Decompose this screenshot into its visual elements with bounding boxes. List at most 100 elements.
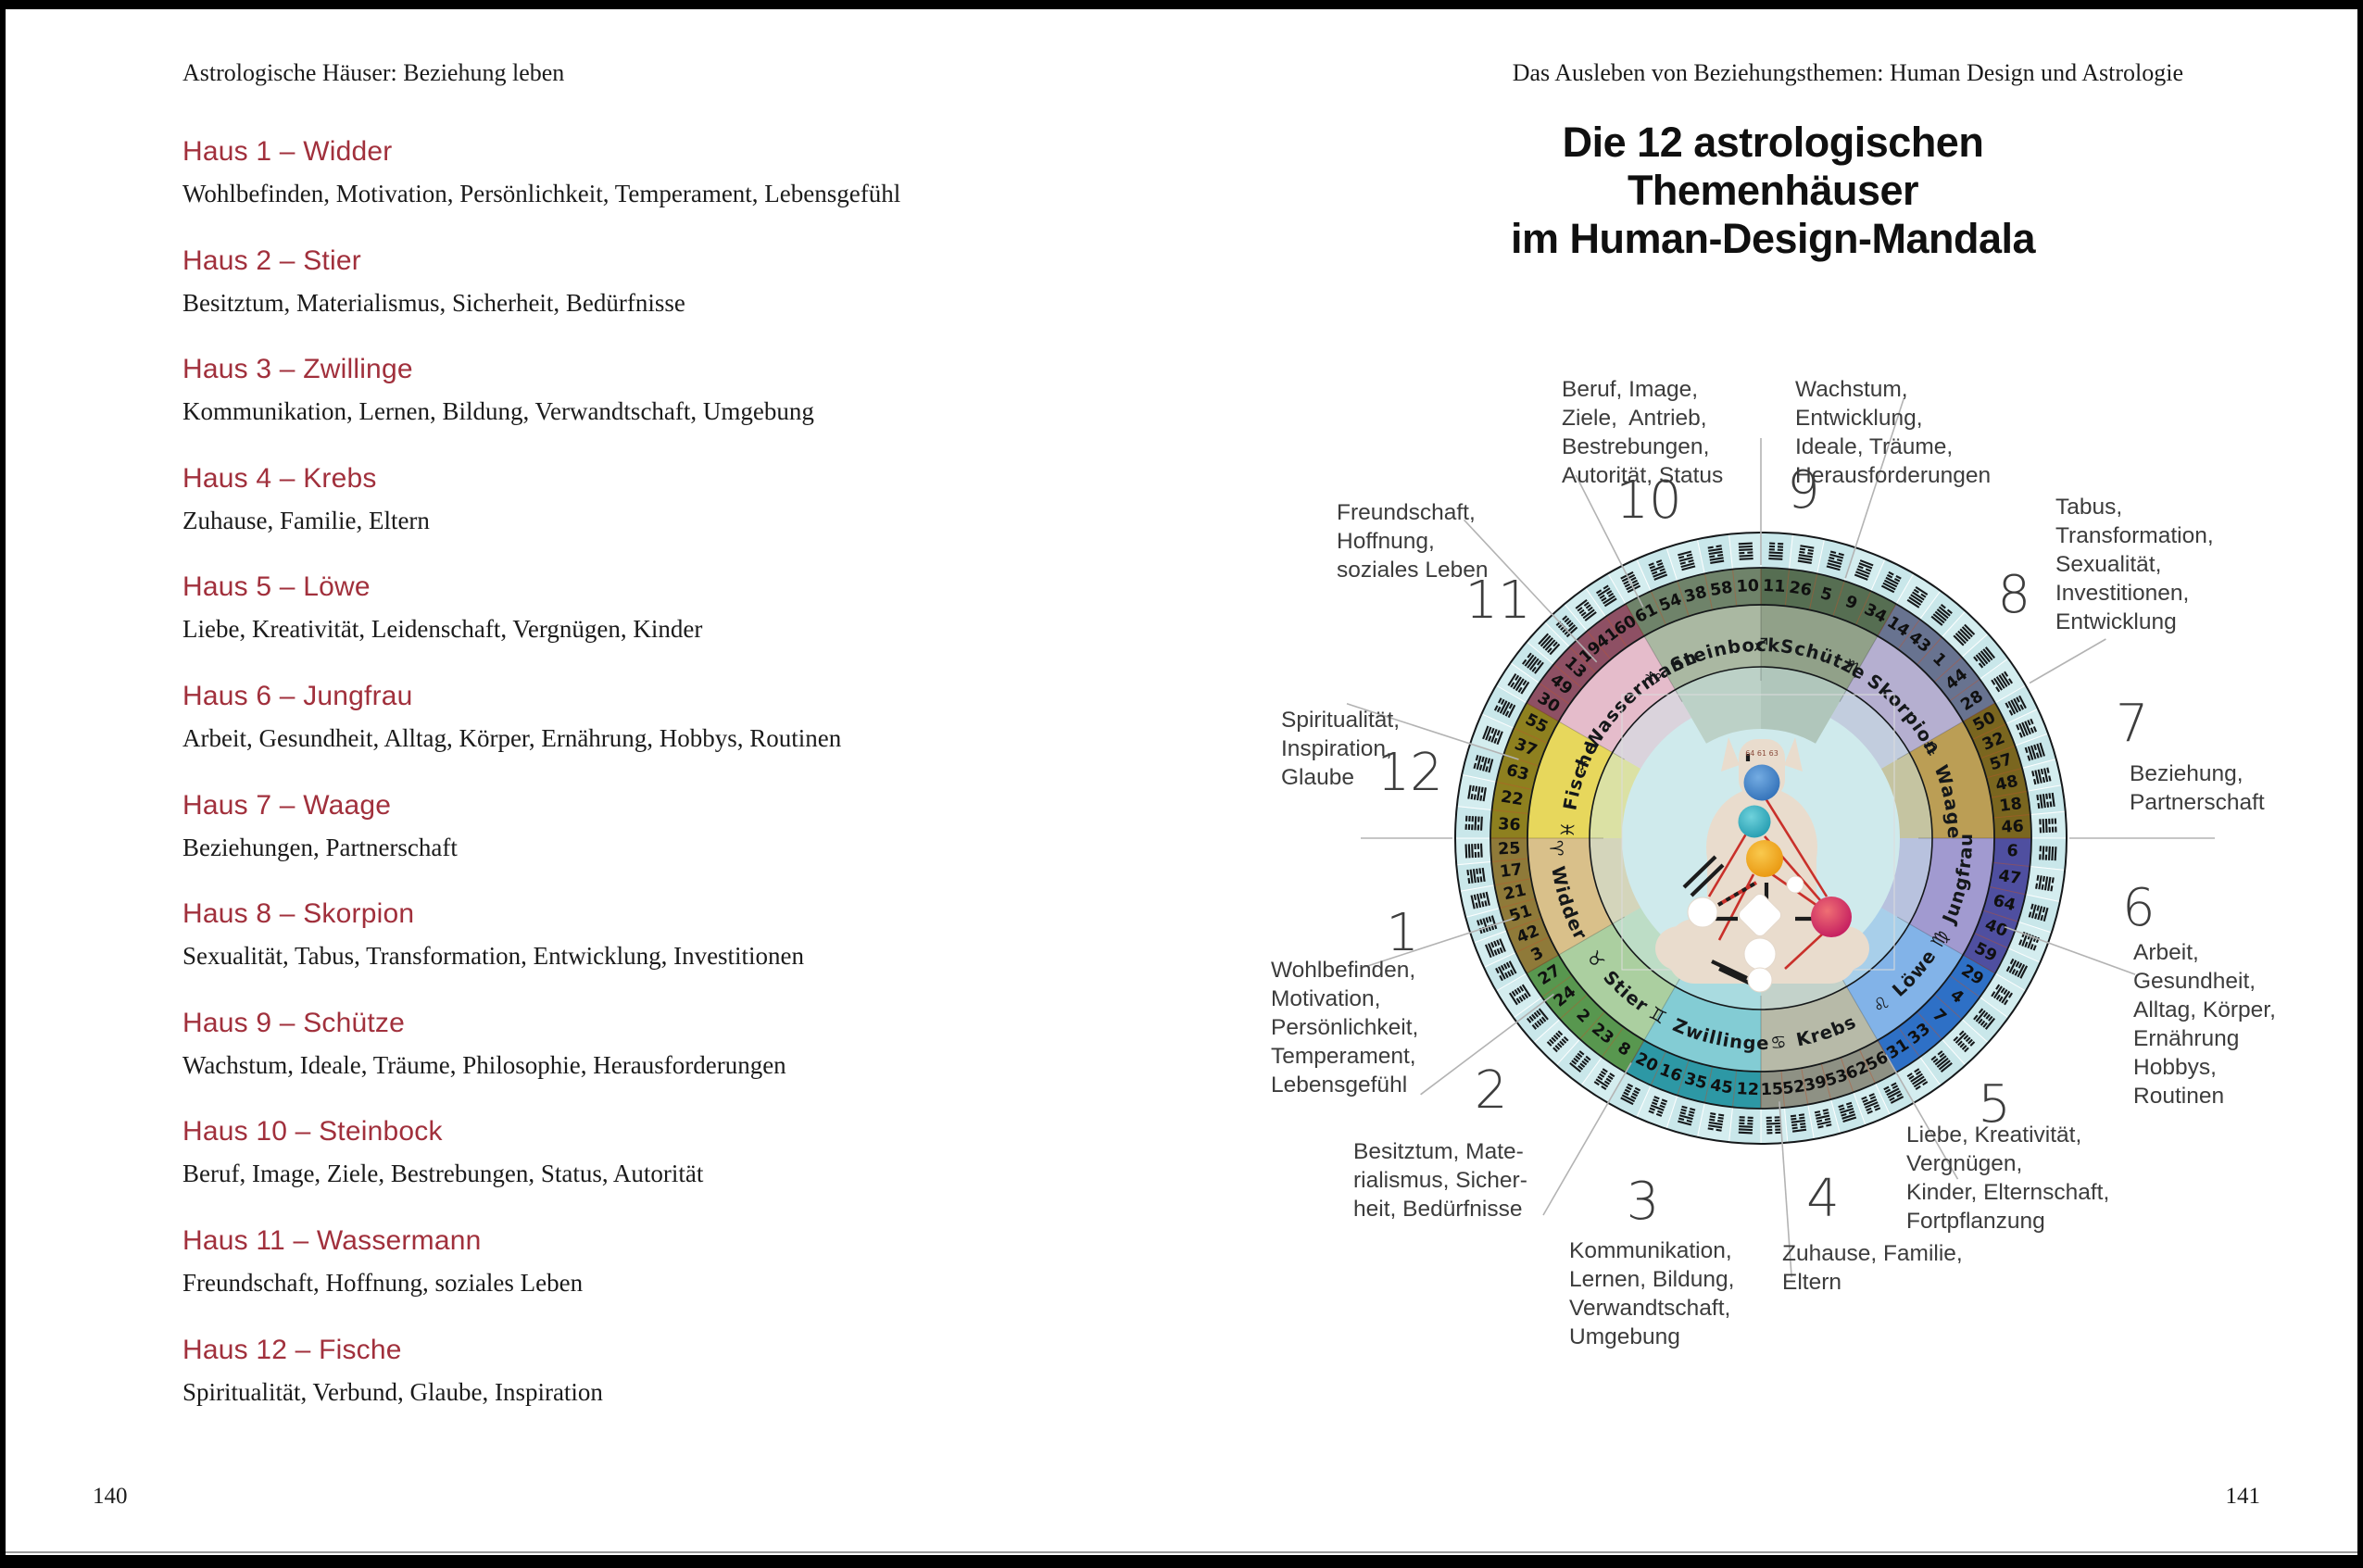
hexagram-icon: [1569, 1050, 1591, 1073]
house-entry: Haus 3 – Zwillinge Kommunikation, Lernen,…: [182, 354, 814, 426]
hexagram-icon: [2005, 695, 2027, 716]
page-number-right: 141: [2225, 1484, 2261, 1509]
title-line-2: im Human-Design-Mandala: [1510, 215, 2036, 262]
hexagram-icon: [1826, 550, 1844, 571]
hexagram-icon: [1678, 1105, 1696, 1126]
hexagram-icon: [1880, 571, 1902, 594]
hexagram-icon: [2016, 718, 2038, 738]
leader-line: [1542, 1062, 1632, 1216]
hexagram-icon: [1648, 559, 1668, 581]
house-label-4: Zuhause, Familie, Eltern: [1782, 1241, 1963, 1295]
bodygraph: 64 61 63: [1621, 694, 1895, 993]
hexagram-icon: [1473, 755, 1494, 773]
house-number-2: 2: [1474, 1060, 1508, 1121]
hexagram-icon: [1707, 545, 1725, 564]
hexagram-icon: [1495, 960, 1517, 982]
house-entry-title: Haus 10 – Steinbock: [182, 1116, 443, 1148]
zodiac-band-Steinbock: [1644, 605, 1761, 690]
house-entry-description: Besitztum, Materialismus, Sicherheit, Be…: [182, 288, 685, 317]
zodiac-band-Stier: [1558, 923, 1676, 1041]
bottom-rule: [6, 1551, 2357, 1553]
hexagram-icon: [1521, 652, 1544, 674]
hexagram-icon: [2028, 903, 2049, 922]
hexagram-icon: [1546, 1030, 1569, 1053]
house-entry-title: Haus 5 – Löwe: [182, 571, 371, 603]
house-label-10: Beruf, Image, Ziele, Antrieb, Bestrebung…: [1562, 377, 1724, 488]
house-number-11: 11: [1464, 571, 1531, 632]
house-number-8: 8: [1997, 564, 2031, 625]
hexagram-icon: [2031, 767, 2052, 785]
hexagram-icon: [1930, 1050, 1953, 1073]
zodiac-band-Zwillinge: [1644, 986, 1761, 1072]
house-entry-title: Haus 4 – Krebs: [182, 462, 377, 494]
house-number-6: 6: [2121, 877, 2156, 938]
leader-line: [1575, 474, 1644, 608]
leader-line: [1360, 917, 1515, 970]
gate-number: 22: [1500, 788, 1525, 810]
mandala-page-title: Die 12 astrologischen Themenhäuser im Hu…: [1449, 119, 2097, 263]
hexagram-icon: [1648, 1096, 1668, 1117]
gate-band-Wassermann: [1527, 604, 1644, 721]
house-entry-title: Haus 9 – Schütze: [182, 1007, 406, 1038]
hexagram-icon: [2039, 846, 2057, 861]
leader-line: [1844, 397, 1905, 579]
hexagram-icon: [1678, 550, 1696, 571]
house-entry-title: Haus 3 – Zwillinge: [182, 354, 413, 385]
house-entry: Haus 4 – Krebs Zuhause, Familie, Eltern: [182, 463, 430, 535]
hexagram-icon: [1484, 938, 1506, 959]
solar-plexus-center: [1811, 897, 1852, 937]
hexagram-icon: [1906, 585, 1929, 608]
hexagram-icon: [1508, 984, 1531, 1006]
house-entry-description: Arbeit, Gesundheit, Alltag, Körper, Ernä…: [182, 724, 842, 752]
hexagram-icon: [1973, 646, 1996, 669]
gate-band-Krebs: [1761, 1040, 1896, 1109]
house-entry-title: Haus 8 – Skorpion: [182, 898, 415, 930]
gate-band-Stier: [1527, 955, 1644, 1073]
gate-number: 36: [1498, 815, 1521, 834]
gate-number: 12: [1736, 1080, 1759, 1099]
hexagram-icon: [1507, 673, 1530, 695]
gate-band-Steinbock: [1626, 568, 1761, 636]
gate-number: 47: [1997, 867, 2022, 889]
house-entry: Haus 7 – Waage Beziehungen, Partnerschaft: [182, 790, 458, 862]
hexagram-icon: [1738, 1116, 1753, 1135]
page-sheet: Astrologische Häuser: Beziehung leben Da…: [6, 9, 2357, 1555]
gate-band-Skorpion: [1878, 604, 1995, 721]
house-entry-description: Liebe, Kreativität, Leidenschaft, Vergnü…: [182, 615, 703, 644]
hexagram-icon: [1838, 1101, 1857, 1123]
gate-number: 5: [1818, 584, 1834, 605]
left-page-header: Astrologische Häuser: Beziehung leben: [182, 59, 565, 86]
zodiac-band-Fische: [1527, 721, 1613, 838]
mandala-diagram: 11 26 5 9 3414431442850325748184664764405929…: [1346, 397, 2215, 1277]
house-entry: Haus 12 – Fische Spiritualität, Verbund, …: [182, 1335, 603, 1407]
hexagram-icon: [1526, 1008, 1549, 1030]
gate-band-Fische: [1490, 703, 1559, 838]
house-entry: Haus 6 – Jungfrau Arbeit, Gesundheit, All…: [182, 681, 841, 753]
zodiac-band-Löwe: [1846, 923, 1964, 1041]
ajna-center: [1738, 805, 1771, 838]
gate-band-Zwillinge: [1626, 1040, 1761, 1109]
house-entry: Haus 9 – Schütze Wachstum, Ideale, Träume…: [182, 1008, 786, 1080]
house-entry-description: Sexualität, Tabus, Transformation, Entwi…: [182, 942, 805, 971]
hexagram-icon: [1953, 623, 1976, 646]
leader-line: [2004, 926, 2136, 975]
house-number-9: 9: [1787, 460, 1820, 521]
hexagram-icon: [1555, 615, 1578, 638]
hexagram-icon: [1575, 598, 1597, 621]
house-number-3: 3: [1626, 1171, 1660, 1232]
house-entry-description: Beruf, Image, Ziele, Bestrebungen, Statu…: [182, 1160, 704, 1188]
house-number-10: 10: [1615, 470, 1682, 532]
house-entry-description: Kommunikation, Lernen, Bildung, Verwandt…: [182, 397, 814, 426]
zodiac-band-Skorpion: [1846, 635, 1964, 753]
leader-line: [1463, 519, 1598, 663]
house-number-5: 5: [1978, 1074, 2011, 1135]
hexagram-icon: [1593, 1068, 1615, 1091]
hexagram-icon: [1768, 542, 1784, 560]
gate-band-Waage: [1963, 703, 2031, 838]
hexagram-icon: [1464, 843, 1483, 859]
gate-number: 45: [1709, 1076, 1734, 1098]
hexagram-icon: [1991, 984, 2014, 1006]
house-entry-title: Haus 2 – Stier: [182, 245, 361, 276]
hexagram-icon: [1466, 867, 1486, 884]
house-entry-description: Spiritualität, Verbund, Glaube, Inspirat…: [182, 1377, 603, 1406]
